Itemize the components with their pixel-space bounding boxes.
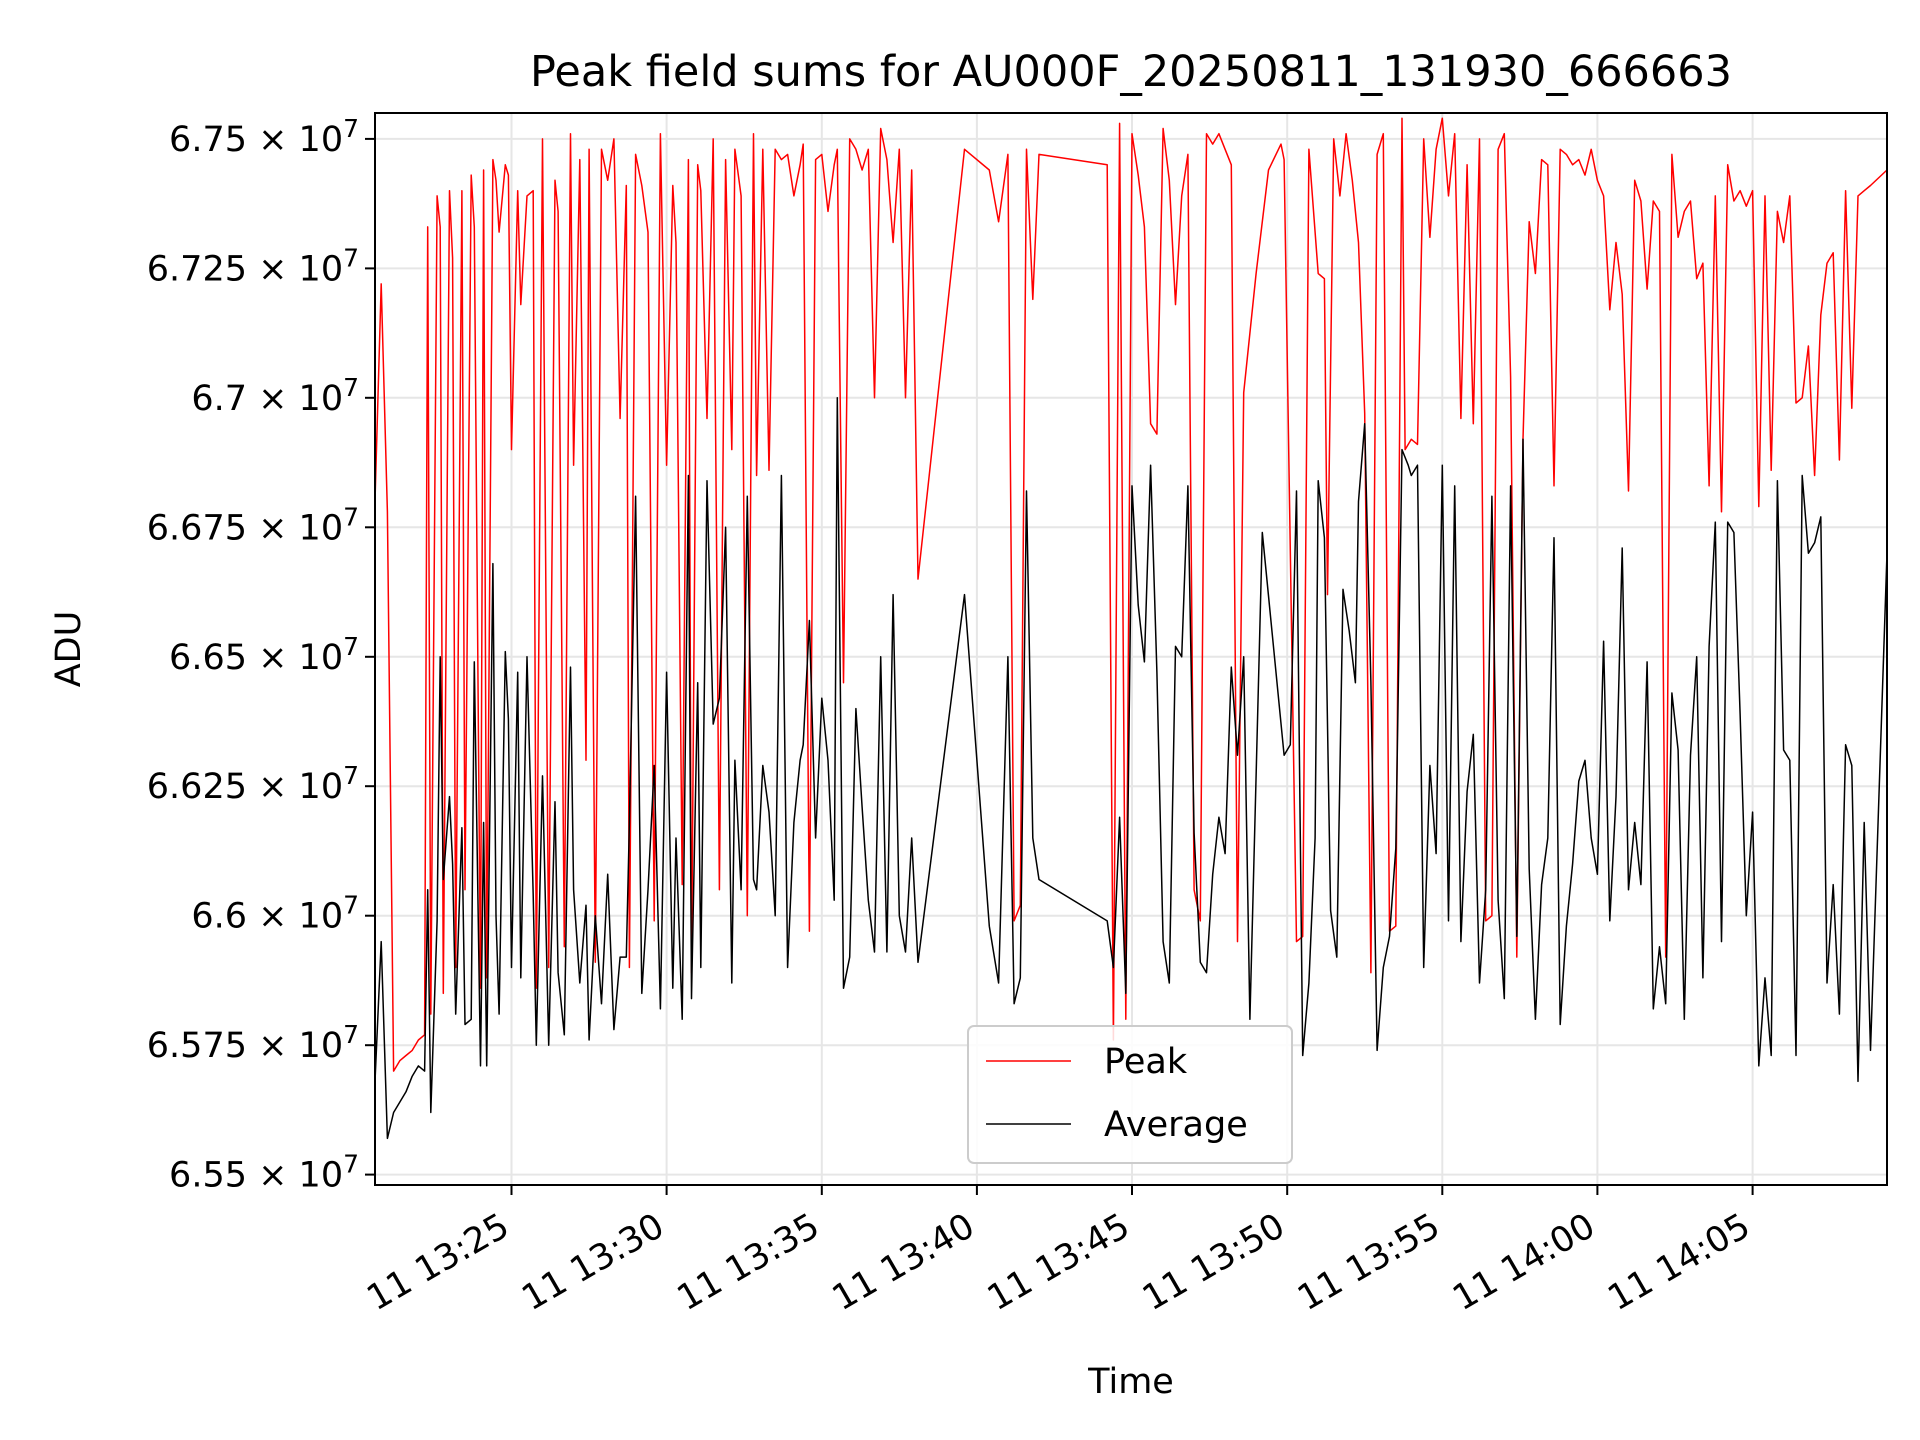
y-tick-label: 6.65 × 107 xyxy=(169,632,359,678)
x-axis-title: Time xyxy=(1087,1362,1174,1402)
y-tick-label: 6.7 × 107 xyxy=(191,373,359,419)
y-axis-title: ADU xyxy=(49,611,89,688)
legend-label-peak: Peak xyxy=(1104,1042,1188,1082)
y-tick-label: 6.725 × 107 xyxy=(147,243,359,289)
y-tick-label: 6.625 × 107 xyxy=(147,761,359,807)
chart-title: Peak field sums for AU000F_20250811_1319… xyxy=(530,47,1732,97)
y-tick-label: 6.55 × 107 xyxy=(169,1150,359,1196)
y-tick-label: 6.6 × 107 xyxy=(191,891,359,937)
series-line-average xyxy=(374,397,1888,1140)
y-axis: 6.55 × 107 6.575 × 107 6.6 × 107 6.625 × 10… xyxy=(147,114,375,1196)
series-line-peak xyxy=(374,117,1888,1072)
series-layer xyxy=(374,117,1888,1140)
y-tick-label: 6.575 × 107 xyxy=(147,1020,359,1066)
legend-label-average: Average xyxy=(1104,1105,1248,1145)
legend: Peak Average xyxy=(967,1025,1293,1164)
y-tick-label: 6.75 × 107 xyxy=(169,114,359,160)
y-tick-label: 6.675 × 107 xyxy=(147,502,359,548)
